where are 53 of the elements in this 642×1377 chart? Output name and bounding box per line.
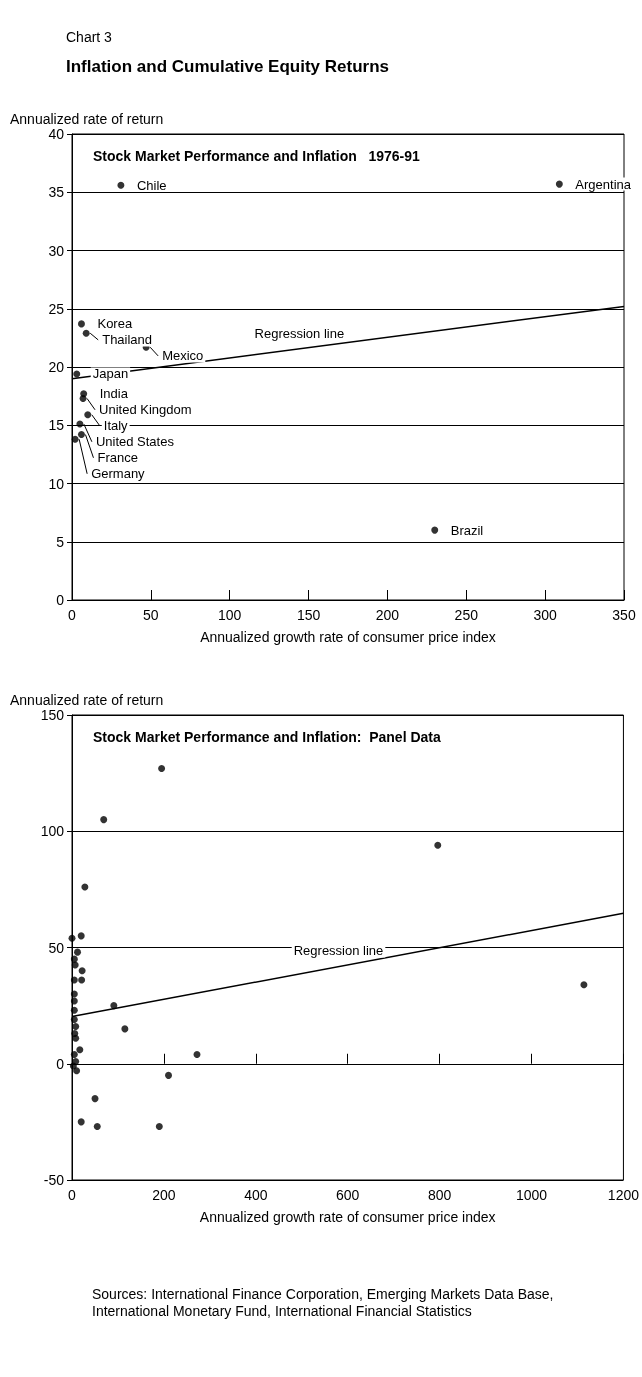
annotation: Germany (91, 466, 146, 482)
annotation: Mexico (162, 348, 204, 364)
x-tick-label: 400 (244, 1187, 268, 1203)
y-tick-label: 35 (48, 184, 65, 201)
x-tick-label: 150 (296, 607, 321, 623)
annotation: Brazil (450, 522, 484, 538)
text: Stock Market Performance and Inflation 1976-91 (93, 148, 420, 164)
annotation: Regression line (254, 325, 345, 341)
annotation: Korea (97, 316, 133, 332)
x-tick-label: 250 (454, 607, 479, 623)
y-tick-label: 100 (40, 823, 65, 840)
text: Stock Market Performance and Inflation: Panel Data (93, 729, 441, 745)
y-tick-label: 150 (40, 707, 65, 723)
x-tick-label: 800 (427, 1187, 452, 1203)
x-tick-label: 350 (612, 607, 636, 623)
y-tick-label: 40 (48, 126, 65, 142)
x-tick-label: 0 (68, 607, 77, 623)
x-tick-label: 50 (143, 607, 159, 623)
annotation: Argentina (575, 176, 632, 192)
y-tick-label: 15 (48, 417, 65, 434)
y-tick-label: 25 (48, 300, 65, 317)
annotation: Japan (92, 366, 129, 382)
annotation: Thailand (102, 332, 153, 348)
annotation: Italy (103, 418, 129, 434)
x-axis-title: Annualized growth rate of consumer price index (199, 1209, 496, 1225)
x-tick-label: 200 (375, 607, 400, 623)
y-tick-label: 10 (48, 475, 65, 492)
x-tick-label: 600 (336, 1187, 360, 1203)
x-tick-label: 0 (68, 1187, 77, 1203)
source-note: Sources: International Finance Corporation, Emerging Markets Data Base, International Monetary Fund, International Financial Statistics (92, 1285, 558, 1319)
x-tick-label: 1200 (607, 1187, 640, 1203)
caption: Chart 3 (66, 29, 113, 45)
annotation: France (97, 450, 138, 466)
y-tick-label: -50 (43, 1172, 65, 1188)
annotation: Regression line (293, 943, 384, 959)
y-tick-label: 50 (48, 939, 65, 956)
annotation: India (99, 386, 129, 402)
y-tick-label: 20 (48, 359, 65, 375)
y-tick-label: 30 (48, 242, 65, 259)
x-tick-label: 1000 (515, 1187, 548, 1203)
annotation: Chile (136, 177, 167, 193)
annotation: United States (95, 434, 175, 450)
x-axis-title: Annualized growth rate of consumer price index (200, 629, 496, 645)
x-tick-label: 300 (533, 607, 558, 623)
y-tick-label: 5 (56, 533, 65, 550)
x-tick-label: 100 (218, 607, 242, 623)
y-tick-label: 0 (56, 1055, 65, 1072)
text: Inflation and Cumulative Equity Returns (66, 57, 390, 76)
y-tick-label: 0 (56, 592, 65, 608)
x-tick-label: 200 (152, 1187, 176, 1203)
y-axis-title: Annualized rate of return (10, 111, 164, 127)
annotation: United Kingdom (99, 402, 192, 418)
y-axis-title: Annualized rate of return (10, 692, 164, 708)
